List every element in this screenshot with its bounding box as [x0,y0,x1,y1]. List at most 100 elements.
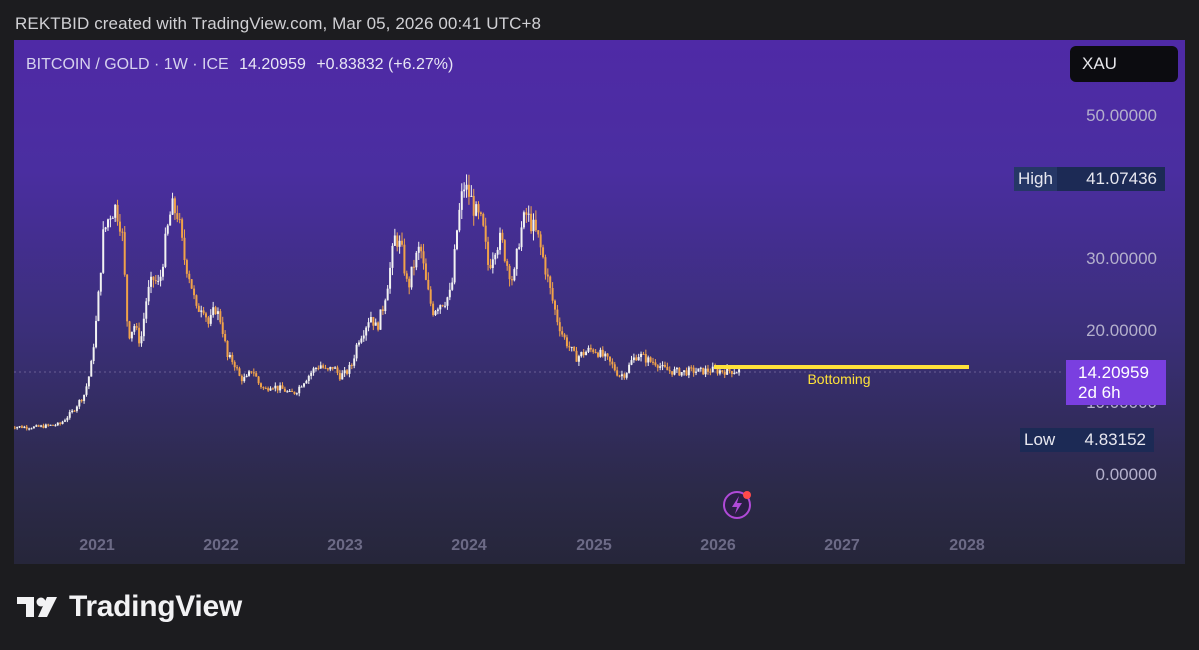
candle-body [140,336,143,344]
tradingview-logo-icon [17,597,57,617]
candle-body [597,352,600,357]
candle-body [188,273,191,280]
candle-body [506,261,509,266]
candle-body [410,266,413,288]
candle-body [286,391,289,393]
low-label: Low [1024,430,1056,449]
candle-body [238,368,241,376]
candle-body [687,367,690,376]
candle-body [68,412,71,418]
candle-body [130,331,133,339]
currency-selector[interactable]: XAU [1070,46,1178,82]
candle-body [35,425,38,427]
candle-body [546,274,549,277]
candle-body [288,390,291,392]
candle-body [542,247,545,258]
candle-body [193,288,196,296]
candle-body [334,367,337,369]
candle-body [54,425,57,427]
candle-body [436,309,439,312]
candle-body [106,219,109,228]
candle-body [274,385,277,389]
candle-body [568,346,571,348]
candle-body [668,370,671,372]
candle-body [283,388,286,392]
candle-body [398,240,401,247]
candle-body [730,371,733,374]
candle-body [422,251,425,264]
candle-body [269,388,272,391]
tradingview-logo[interactable]: TradingView [17,590,242,624]
candle-body [360,338,363,343]
candle-body [467,184,470,197]
candle-body [475,204,478,216]
candle-body [444,305,447,307]
candle-body [553,300,556,310]
candle-body [173,198,176,214]
candle-body [721,370,724,372]
candle-body [604,353,607,357]
chart-panel[interactable]: Bottoming BITCOIN / GOLD · 1W · ICE 14.2… [14,40,1185,564]
candle-body [44,424,47,428]
candle-body [630,360,633,365]
candle-body [448,289,451,298]
candle-body [580,352,583,357]
candle-body [154,280,157,282]
candle-body [379,309,382,330]
candle-body [71,410,74,413]
candle-body [582,352,585,356]
candle-body [558,322,561,332]
candle-body [209,315,212,324]
bottoming-label: Bottoming [807,371,870,387]
candle-body [606,353,609,357]
candle-body [613,364,616,371]
current-price-tag: 14.20959 2d 6h [1066,360,1166,405]
candle-body [675,367,678,370]
candle-body [114,204,117,218]
candle-body [161,266,164,277]
flash-icon[interactable] [722,490,752,520]
candle-body [683,370,686,373]
candle-body [276,385,279,391]
candle-body [386,288,389,301]
candle-body [90,361,93,377]
candle-body [632,357,635,361]
candle-body [415,252,418,268]
candle-body [178,219,181,221]
candle-body [185,260,188,274]
candle-body [484,225,487,242]
candle-body [18,426,21,428]
candle-body [525,212,528,215]
candle-body [343,370,346,374]
candle-body [202,310,205,314]
candle-body [417,246,420,253]
candle-body [427,279,430,290]
candle-body [236,367,239,369]
candle-body [477,204,480,213]
candle-body [16,427,19,429]
candle-body [544,257,547,275]
candle-body [556,309,559,323]
candle-body [439,305,442,310]
candle-body [357,342,360,345]
candle-body [530,213,533,232]
candle-body [324,367,327,369]
candle-body [666,366,669,371]
candle-body [723,371,726,375]
candle-body [87,376,90,387]
candle-body [508,265,511,280]
candle-body [522,212,525,228]
candle-body [367,322,370,328]
candle-body [412,266,415,268]
price-chart[interactable]: Bottoming [14,40,1185,564]
candle-body [145,301,148,319]
candle-body [577,356,580,362]
candle-body [83,394,86,401]
candle-body [503,240,506,262]
candle-body [150,276,153,287]
candle-body [389,267,392,289]
candle-body [138,327,141,344]
candle-body [353,358,356,366]
candle-body [147,286,150,302]
candle-body [99,272,102,292]
